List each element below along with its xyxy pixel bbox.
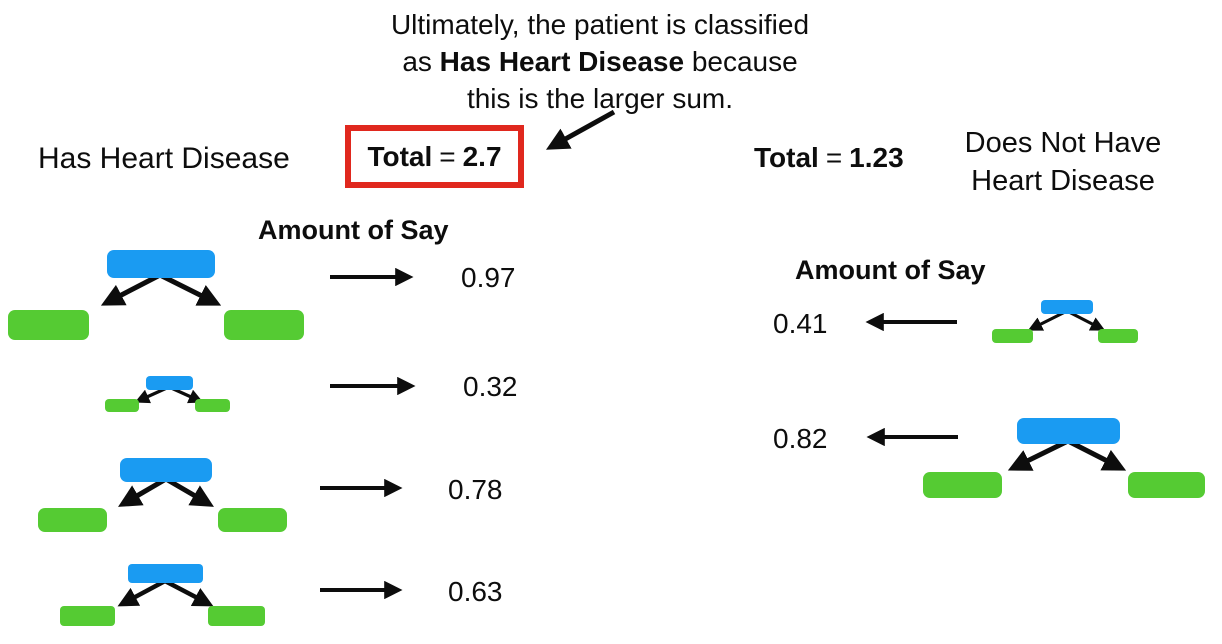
stump-root-node <box>128 564 203 583</box>
annotation-class-name: Has Heart Disease <box>439 46 685 77</box>
stump-split-arrow <box>1007 438 1070 471</box>
stump-leaf-node <box>105 399 139 412</box>
annotation-line-2: as Has Heart Disease because <box>402 46 798 77</box>
stump-split-arrow <box>118 476 168 507</box>
annotation-arrow <box>545 109 616 150</box>
amount-of-say-value: 0.63 <box>448 576 503 607</box>
amount-of-say-value: 0.32 <box>463 371 518 402</box>
stump-split-arrow <box>158 272 222 306</box>
right-class-label: Does Not Have Heart Disease <box>964 127 1162 197</box>
stump-leaf-node <box>224 310 304 340</box>
stump-split-arrow <box>1066 438 1127 471</box>
stump-leaf-node <box>1128 472 1205 498</box>
stump-leaf-node <box>60 606 115 626</box>
amount-of-say-value: 0.41 <box>773 308 828 339</box>
total-right-text: Total = 1.23 <box>754 142 904 173</box>
stump-root-node <box>120 458 212 482</box>
stump-root-node <box>146 376 193 390</box>
stump-leaf-node <box>218 508 287 532</box>
amount-of-say-header-left: Amount of Say <box>258 215 449 245</box>
stump-split-arrow <box>163 579 214 607</box>
total-left-text: Total = 2.7 <box>367 140 502 172</box>
amount-of-say-value: 0.78 <box>448 474 503 505</box>
left-class-label: Has Heart Disease <box>38 142 290 175</box>
annotation-text: Ultimately, the patient is classified as… <box>300 6 900 117</box>
stump-root-node <box>1017 418 1120 444</box>
annotation-line-1: Ultimately, the patient is classified <box>390 9 810 40</box>
stump-root-node <box>107 250 215 278</box>
stump-leaf-node <box>992 329 1033 343</box>
stump-leaf-node <box>38 508 107 532</box>
stump-split-arrow <box>100 272 162 306</box>
total-left-highlight-box: Total = 2.7 <box>345 125 524 188</box>
stump-leaf-node <box>195 399 230 412</box>
amount-of-say-value: 0.82 <box>773 423 828 454</box>
annotation-line-3: this is the larger sum. <box>466 83 734 114</box>
amount-of-say-header-right: Amount of Say <box>795 255 986 285</box>
stump-leaf-node <box>923 472 1002 498</box>
stump-split-arrow <box>117 579 167 607</box>
stump-leaf-node <box>208 606 265 626</box>
stump-leaf-node <box>8 310 89 340</box>
stump-root-node <box>1041 300 1093 314</box>
stump-split-arrow <box>164 476 214 507</box>
stump-leaf-node <box>1098 329 1138 343</box>
amount-of-say-value: 0.97 <box>461 262 516 293</box>
